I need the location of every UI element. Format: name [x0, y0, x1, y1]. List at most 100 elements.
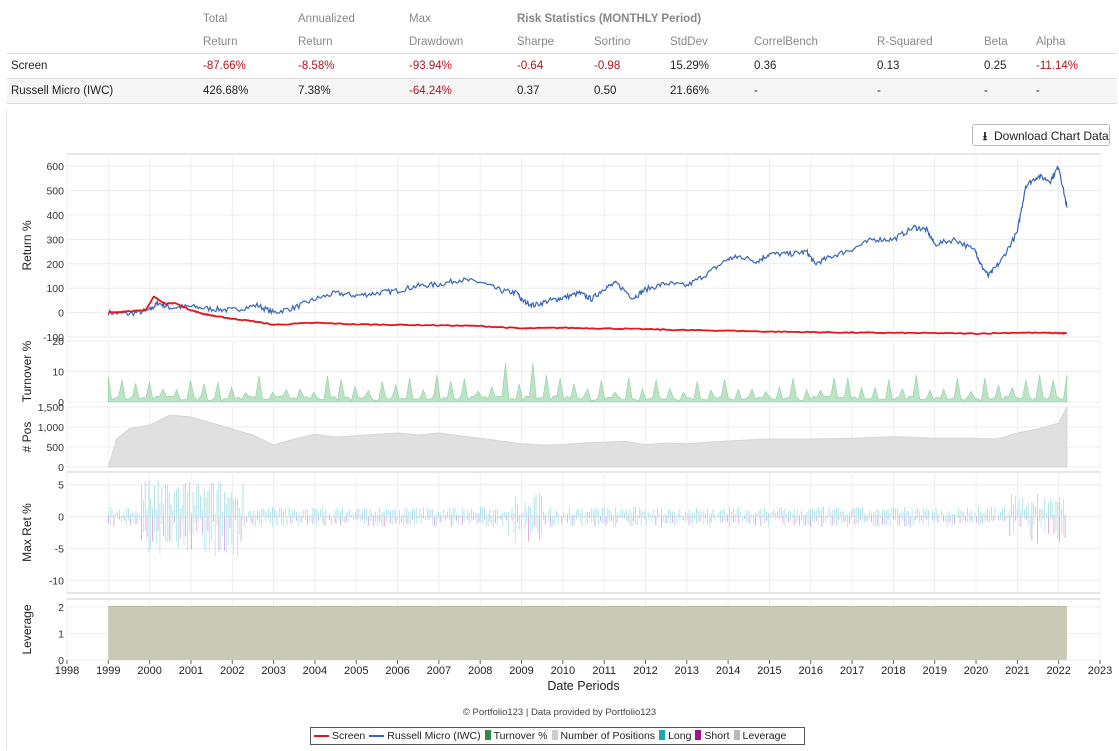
x-tick-label: 2014	[716, 665, 740, 677]
row-name-screen: Screen	[7, 53, 203, 79]
download-icon: ⭳	[982, 129, 988, 143]
y-tick-label: 300	[46, 234, 64, 246]
header-max: Max	[409, 12, 431, 25]
cell-stddev: 15.29%	[670, 53, 754, 79]
cell-alpha: -	[1036, 78, 1117, 104]
panel-frame	[66, 153, 1101, 338]
x-tick-label: 2003	[261, 665, 285, 677]
series-line-benchmark	[107, 165, 1068, 317]
x-tick-label: 2006	[385, 665, 409, 677]
x-tick-label: 2019	[922, 665, 946, 677]
x-tick-label: 2021	[1005, 665, 1029, 677]
x-tick-label: 2002	[220, 665, 244, 677]
y-tick-label: 0	[58, 512, 64, 524]
cell-r-squared: -	[877, 78, 984, 104]
cell-r-squared: 0.13	[877, 53, 984, 79]
y-axis-label: # Pos	[20, 422, 34, 453]
cell-max-drawdown: -93.94%	[409, 53, 517, 79]
y-tick-label: 200	[46, 259, 64, 271]
legend-item[interactable]: Number of Positions	[551, 728, 655, 744]
panel-leverage: 2 1 0 Leverage	[20, 598, 1101, 667]
x-tick-label: 2013	[675, 665, 699, 677]
stats-header-top: Total Annualized Max Risk Statistics (MO…	[7, 7, 1117, 30]
header-sortino: Sortino	[594, 35, 631, 48]
header-risk-statistics: Risk Statistics (MONTHLY Period)	[517, 12, 702, 25]
x-axis-label: Date Periods	[547, 679, 619, 693]
legend-swatch	[314, 735, 329, 738]
risk-statistics-table: Total Annualized Max Risk Statistics (MO…	[7, 7, 1117, 104]
x-tick-label: 2004	[303, 665, 327, 677]
x-tick-label: 2020	[964, 665, 988, 677]
header-drawdown: Drawdown	[409, 35, 464, 48]
panel-max_return: 5 0 -5 -10 Max Ret %	[20, 471, 1101, 594]
x-tick-label: 2010	[551, 665, 575, 677]
y-axis-label: Return %	[20, 220, 34, 270]
cell-correlbench: -	[754, 78, 877, 104]
y-tick-label: 1,000	[38, 422, 64, 434]
series-line-screen	[108, 295, 1068, 336]
legend-item[interactable]: Short	[695, 728, 730, 744]
x-tick-label: 2023	[1088, 665, 1112, 677]
header-return: Return	[298, 35, 333, 48]
x-tick-label: 1999	[96, 665, 120, 677]
y-tick-label: 10	[52, 367, 64, 379]
y-tick-label: 500	[46, 186, 64, 198]
y-tick-label: -10	[49, 575, 64, 587]
header-r-squared: R-Squared	[877, 35, 933, 48]
stats-header-bottom: Return Return Drawdown Sharpe Sortino St…	[7, 30, 1117, 54]
y-tick-label: 0	[58, 397, 64, 409]
cell-max-drawdown: -64.24%	[409, 78, 517, 104]
legend-item[interactable]: Long	[659, 728, 691, 744]
header-beta: Beta	[984, 35, 1008, 48]
y-tick-label: 5	[58, 480, 64, 492]
panel-return: 600 500 400 300 200 100 0 -100 Return %	[20, 153, 1101, 344]
cell-sortino: -0.98	[594, 53, 670, 79]
legend-label: Turnover %	[493, 730, 548, 742]
legend-swatch	[484, 730, 491, 740]
header-stddev: StdDev	[670, 35, 708, 48]
legend-item[interactable]: Leverage	[733, 728, 786, 744]
x-tick-label: 2016	[799, 665, 823, 677]
download-button-label: Download Chart Data	[994, 129, 1109, 143]
y-axis-label: Turnover %	[20, 340, 34, 402]
x-tick-label: 2009	[509, 665, 533, 677]
y-tick-label: 2	[58, 602, 64, 614]
cell-beta: -	[984, 78, 1036, 104]
y-tick-label: 0	[58, 462, 64, 474]
cell-annualized-return: 7.38%	[298, 78, 409, 104]
header-annualized: Annualized	[298, 12, 355, 25]
y-tick-label: 20	[52, 336, 64, 348]
legend-swatch	[659, 730, 666, 740]
download-chart-data-button[interactable]: ⭳ Download Chart Data	[972, 124, 1110, 146]
panel-positions: 1,500 1,000 500 0 # Pos	[20, 402, 1101, 474]
legend-label: Long	[668, 730, 692, 742]
y-tick-label: -100	[43, 332, 64, 344]
legend-swatch	[733, 730, 740, 740]
header-sharpe: Sharpe	[517, 35, 555, 48]
x-axis: 1998 1999 2000 2001 2002 2003 2004 2005 2006 2007…	[55, 660, 1112, 693]
y-tick-label: 100	[46, 283, 64, 295]
legend-item[interactable]: Turnover %	[484, 728, 548, 744]
table-row: Russell Micro (IWC) 426.68% 7.38% -64.24…	[7, 78, 1117, 104]
cell-alpha: -11.14%	[1036, 53, 1117, 79]
legend-swatch	[695, 730, 702, 740]
left-divider	[6, 110, 7, 750]
y-tick-label: 600	[46, 161, 64, 173]
y-tick-label: 1	[58, 628, 64, 640]
row-name-benchmark: Russell Micro (IWC)	[7, 78, 203, 104]
x-tick-label: 2008	[468, 665, 492, 677]
cell-stddev: 21.66%	[670, 78, 754, 104]
y-tick-label: 1,500	[38, 402, 64, 414]
x-tick-label: 2011	[592, 665, 616, 677]
cell-total-return: -87.66%	[203, 53, 298, 79]
leverage-area	[108, 606, 1067, 660]
x-tick-label: 2015	[757, 665, 781, 677]
legend-item[interactable]: Screen	[314, 728, 365, 744]
legend-item[interactable]: Russell Micro (IWC)	[369, 728, 481, 744]
legend-label: Screen	[332, 730, 366, 742]
header-correlbench: CorrelBench	[754, 35, 818, 48]
cell-correlbench: 0.36	[754, 53, 877, 79]
y-tick-label: 0	[58, 308, 64, 320]
legend-swatch	[551, 730, 558, 740]
